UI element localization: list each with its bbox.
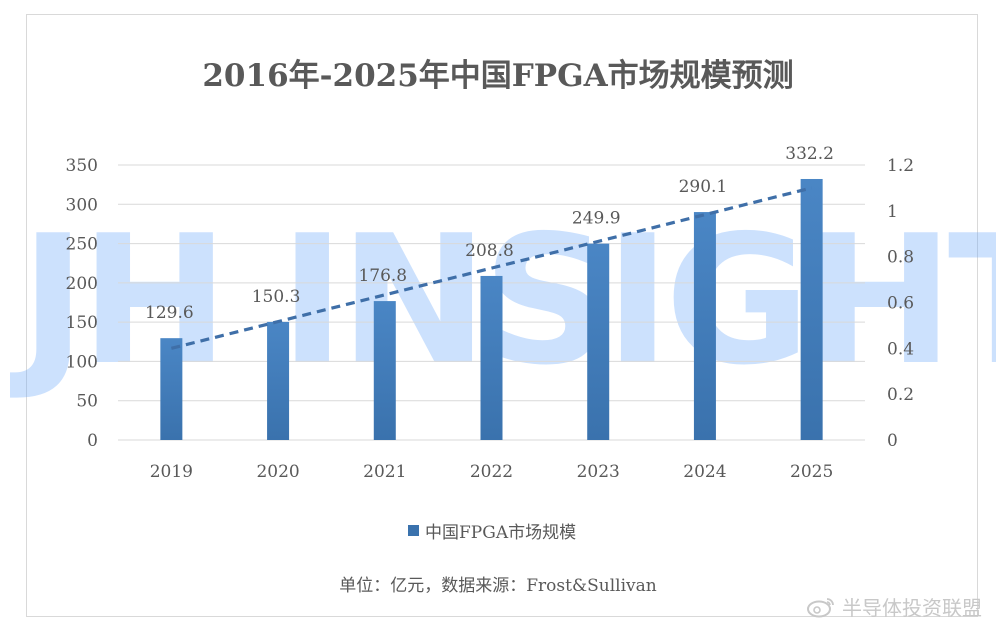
watermark-text: 半导体投资联盟 [842, 596, 982, 620]
x-tick-label: 2020 [256, 462, 299, 482]
trendline-group [170, 186, 813, 350]
data-label: 176.8 [358, 266, 407, 286]
bar-series [160, 178, 823, 440]
bar [800, 178, 823, 440]
weibo-watermark: 半导体投资联盟 [806, 592, 982, 621]
y2-tick-label: 0.6 [887, 294, 914, 314]
x-axis: 2019 2020 2021 2022 2023 2024 2025 [150, 462, 834, 482]
data-label: 332.2 [785, 144, 834, 164]
data-label: 290.1 [679, 177, 728, 197]
legend-label: 中国FPGA市场规模 [425, 523, 577, 543]
y-axis-secondary: 0 0.2 0.4 0.6 0.8 1 1.2 [887, 156, 914, 451]
y2-tick-label: 0 [887, 431, 898, 451]
y2-tick-label: 1 [887, 202, 898, 222]
x-tick-label: 2019 [150, 462, 193, 482]
x-tick-label: 2021 [363, 462, 406, 482]
legend-swatch [408, 525, 419, 536]
weibo-icon [807, 597, 834, 617]
y2-tick-label: 0.2 [887, 385, 914, 405]
bar [480, 275, 503, 440]
y2-tick-label: 0.4 [887, 339, 914, 359]
y-tick-label: 150 [66, 313, 98, 333]
x-tick-label: 2024 [683, 462, 726, 482]
data-labels: 129.6 150.3 176.8 208.8 249.9 290.1 332.2 [145, 144, 834, 323]
y-axis-primary: 0 50 100 150 200 250 300 350 [66, 156, 98, 451]
y-tick-label: 250 [66, 235, 98, 255]
bar [373, 301, 396, 440]
y-tick-label: 50 [76, 392, 98, 412]
y2-tick-label: 1.2 [887, 156, 914, 176]
bar [587, 243, 610, 440]
y-tick-label: 350 [66, 156, 98, 176]
bar [693, 212, 716, 440]
y-tick-label: 300 [66, 195, 98, 215]
y-tick-label: 100 [66, 352, 98, 372]
y2-tick-label: 0.8 [887, 248, 914, 268]
data-label: 249.9 [572, 209, 621, 229]
data-label: 129.6 [145, 303, 194, 323]
data-label: 208.8 [465, 241, 514, 261]
bar [267, 321, 290, 440]
x-tick-label: 2022 [470, 462, 513, 482]
x-tick-label: 2025 [790, 462, 833, 482]
data-label: 150.3 [252, 287, 301, 307]
x-tick-label: 2023 [577, 462, 620, 482]
bar [160, 338, 183, 440]
source-note: 单位：亿元，数据来源：Frost&Sullivan [339, 576, 657, 596]
y-tick-label: 0 [87, 431, 98, 451]
trendline [170, 186, 813, 350]
chart-title: 2016年-2025年中国FPGA市场规模预测 [202, 58, 794, 94]
legend: 中国FPGA市场规模 [408, 518, 576, 543]
y-tick-label: 200 [66, 274, 98, 294]
